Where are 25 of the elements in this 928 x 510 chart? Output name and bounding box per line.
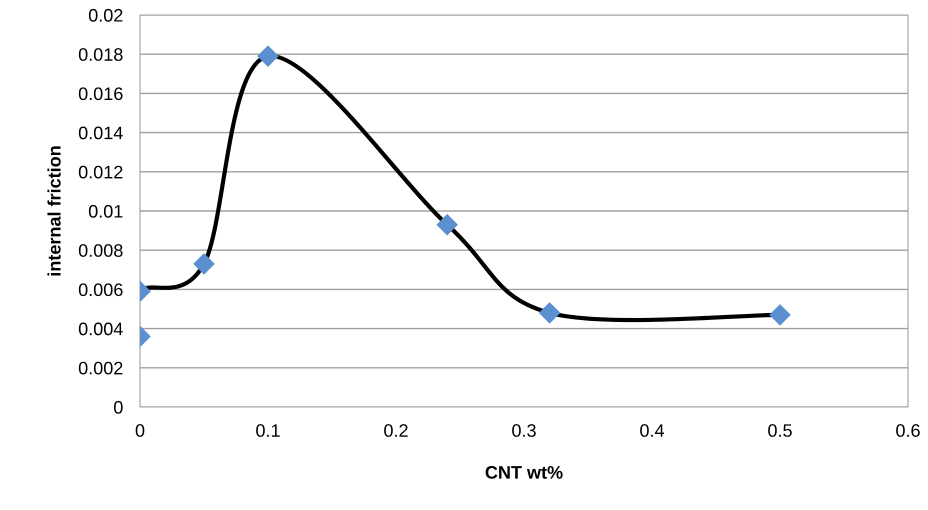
point — [193, 253, 215, 274]
point — [769, 304, 791, 326]
y-tick-label: 0.002 — [78, 362, 122, 375]
y-axis-title: internal friction — [47, 146, 61, 276]
y-tick-label: 0.02 — [88, 8, 122, 22]
x-tick-label: 0.4 — [640, 424, 664, 437]
y-tick-label: 0.012 — [78, 166, 122, 179]
x-tick-label: 0.5 — [768, 424, 792, 437]
y-tick-label: 0.01 — [88, 204, 122, 218]
x-tick-label: 0.6 — [896, 424, 920, 437]
y-tick-label: 0.016 — [78, 87, 123, 100]
point — [436, 214, 458, 236]
x-tick-label: 0.1 — [256, 424, 280, 437]
y-tick-label: 0.018 — [78, 48, 123, 61]
x-tick-label: 0.2 — [384, 424, 408, 437]
y-tick-label: 0.006 — [78, 283, 123, 296]
y-tick-label: 0.014 — [78, 126, 123, 140]
x-tick-label: 0.3 — [512, 424, 536, 437]
x-axis-title: CNT wt% — [486, 466, 563, 479]
x-tick-label: 0 — [136, 424, 144, 437]
point — [257, 46, 279, 67]
point — [539, 302, 560, 324]
y-tick-label: 0.004 — [78, 322, 123, 336]
y-tick-label: 0 — [114, 400, 123, 414]
y-tick-label: 0.008 — [78, 244, 123, 257]
